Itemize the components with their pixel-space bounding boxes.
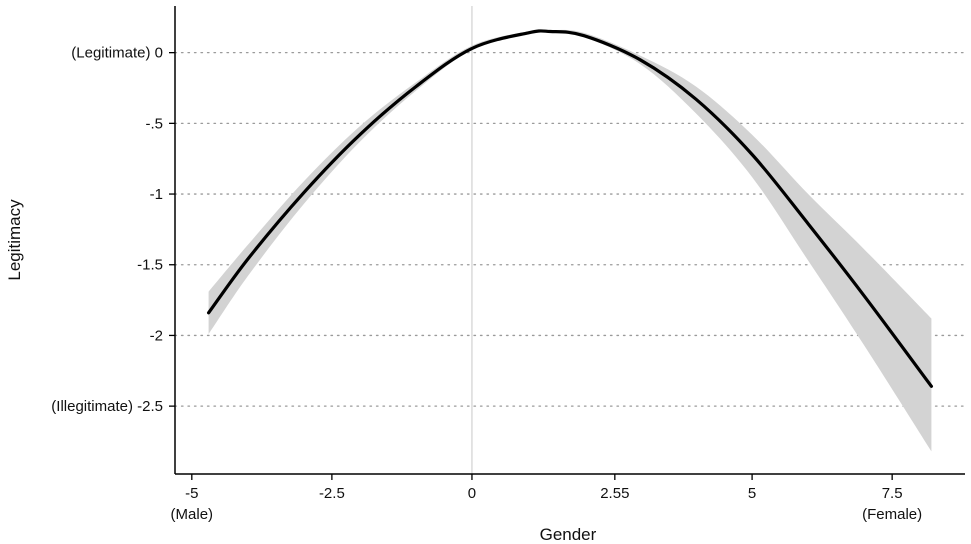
x-tick-label: 5 [748,485,756,502]
x-tick-label: -2.5 [319,485,345,502]
x-tick-label: 7.5 [882,485,903,502]
fitted-curve [207,29,933,388]
grid-lines [174,52,966,407]
y-tick-label: -.5 [145,115,163,132]
x-tick-label: 0 [468,485,476,502]
x-axis-title: Gender [540,525,597,544]
x-tick-sublabel: (Male) [171,506,214,523]
x-axis-ticks: -5 (Male) -2.5 0 2.55 5 7.5 (Female) [171,474,922,523]
y-tick-label: (Legitimate) 0 [71,45,163,62]
y-tick-label: -1 [150,186,163,203]
y-axis-ticks: (Legitimate) 0 -.5 -1 -1.5 -2 (Illegitimate) … [51,45,175,415]
y-axis-title: Legitimacy [5,199,24,281]
y-tick-label: (Illegitimate) -2.5 [51,398,163,415]
y-tick-label: -2 [150,327,163,344]
x-tick-sublabel: (Female) [862,506,922,523]
confidence-band [208,29,932,452]
x-tick-label: 2.55 [600,485,629,502]
x-tick-label: -5 [185,485,198,502]
y-tick-label: -1.5 [137,257,163,274]
